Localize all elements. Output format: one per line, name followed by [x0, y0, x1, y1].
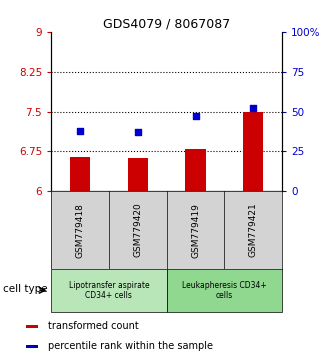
Text: transformed count: transformed count: [48, 321, 139, 331]
Point: [193, 113, 198, 119]
Point: [77, 128, 82, 133]
Bar: [243, 112, 263, 191]
Text: Leukapheresis CD34+
cells: Leukapheresis CD34+ cells: [182, 281, 267, 300]
Bar: [26, 325, 38, 328]
Text: cell type: cell type: [3, 284, 48, 293]
Bar: [70, 156, 90, 191]
Text: GSM779418: GSM779418: [76, 202, 84, 258]
Text: GSM779419: GSM779419: [191, 202, 200, 258]
Text: percentile rank within the sample: percentile rank within the sample: [48, 341, 213, 352]
Bar: [185, 149, 206, 191]
Bar: [51, 269, 167, 312]
Bar: [26, 345, 38, 348]
Text: GSM779421: GSM779421: [249, 203, 258, 257]
Title: GDS4079 / 8067087: GDS4079 / 8067087: [103, 18, 230, 31]
Bar: [167, 269, 282, 312]
Point: [251, 105, 256, 111]
Point: [135, 130, 140, 135]
Text: Lipotransfer aspirate
CD34+ cells: Lipotransfer aspirate CD34+ cells: [69, 281, 149, 300]
Text: GSM779420: GSM779420: [133, 203, 142, 257]
Bar: [128, 158, 148, 191]
